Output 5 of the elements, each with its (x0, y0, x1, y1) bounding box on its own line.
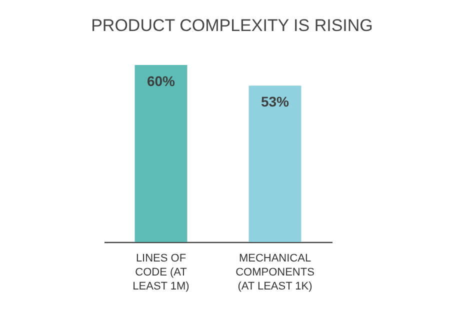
x-tick-label: MECHANICAL COMPONENTS (AT LEAST 1K) (236, 252, 314, 292)
data-label: 53% (260, 94, 290, 110)
chart-title: PRODUCT COMPLEXITY IS RISING (91, 16, 373, 35)
data-label: 60% (146, 73, 176, 89)
x-tick-label: LINES OF CODE (AT LEAST 1M) (132, 252, 190, 292)
